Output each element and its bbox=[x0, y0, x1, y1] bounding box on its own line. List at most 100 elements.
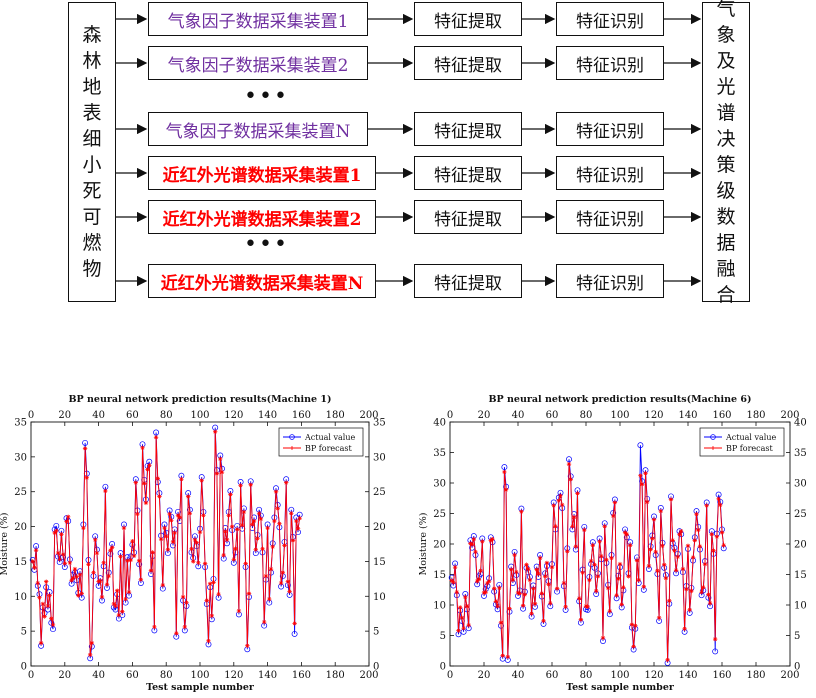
data-point bbox=[42, 614, 47, 619]
data-point bbox=[689, 588, 694, 594]
chart-machine-6: BP neural network prediction results(Mac… bbox=[418, 394, 807, 693]
data-point bbox=[86, 562, 91, 567]
right-fusion-label: 气象及光谱决策级数据融合 bbox=[716, 0, 736, 306]
data-point bbox=[248, 482, 253, 487]
data-point bbox=[690, 555, 696, 560]
data-point bbox=[241, 509, 247, 515]
data-point bbox=[546, 582, 551, 587]
x-tick-label: 160 bbox=[292, 670, 311, 681]
data-point bbox=[209, 613, 215, 619]
x-tick-label: 40 bbox=[92, 670, 105, 681]
data-point bbox=[558, 493, 563, 499]
data-point bbox=[481, 590, 487, 595]
data-point bbox=[45, 603, 51, 609]
data-point bbox=[221, 552, 226, 558]
data-point bbox=[246, 591, 252, 596]
data-point bbox=[185, 494, 191, 499]
data-point bbox=[628, 543, 633, 548]
y-tick-label: 25 bbox=[433, 509, 446, 520]
data-point bbox=[69, 578, 74, 583]
data-point bbox=[522, 592, 527, 597]
data-point bbox=[551, 503, 556, 508]
data-point bbox=[101, 560, 106, 566]
data-point bbox=[229, 524, 235, 529]
data-point bbox=[645, 499, 650, 505]
data-point bbox=[153, 435, 159, 440]
data-point bbox=[145, 467, 150, 472]
data-point bbox=[585, 604, 590, 610]
data-point bbox=[571, 514, 577, 520]
data-point bbox=[541, 618, 546, 624]
data-point bbox=[262, 619, 267, 625]
x-tick-label: 200 bbox=[780, 670, 799, 681]
y-tick-label-right: 10 bbox=[373, 592, 386, 603]
data-point bbox=[290, 538, 296, 543]
data-point bbox=[682, 626, 687, 631]
data-point bbox=[680, 566, 686, 572]
feature-extract-4: 特征提取 bbox=[414, 156, 522, 190]
data-point bbox=[609, 555, 614, 561]
data-point bbox=[580, 570, 585, 575]
data-point bbox=[65, 514, 71, 520]
data-point bbox=[510, 577, 516, 583]
right-fusion-box: 气象及光谱决策级数据融合 bbox=[702, 0, 750, 306]
data-point bbox=[544, 560, 550, 566]
data-point bbox=[231, 557, 236, 562]
flow-arrows bbox=[116, 13, 702, 287]
data-point bbox=[49, 616, 54, 621]
x-tick-label: 140 bbox=[678, 670, 697, 681]
legend-marker bbox=[711, 446, 715, 450]
y-tick-label-right: 5 bbox=[373, 627, 379, 638]
data-point bbox=[207, 581, 213, 586]
data-point bbox=[592, 562, 597, 567]
data-point bbox=[548, 600, 553, 606]
data-point bbox=[270, 544, 275, 549]
data-point bbox=[30, 559, 35, 564]
data-point bbox=[201, 513, 206, 518]
data-point bbox=[543, 574, 548, 579]
data-point bbox=[175, 513, 181, 518]
data-point bbox=[250, 522, 255, 527]
x-tick-label: 60 bbox=[126, 670, 139, 681]
data-point bbox=[461, 625, 466, 631]
data-point bbox=[563, 604, 568, 610]
y-tick-label: 0 bbox=[21, 662, 27, 673]
y-tick-label-right: 15 bbox=[373, 557, 386, 568]
data-point bbox=[492, 586, 497, 591]
data-point bbox=[150, 550, 155, 555]
data-point bbox=[452, 564, 458, 570]
x-tick-label-top: 120 bbox=[224, 410, 243, 421]
data-point bbox=[81, 525, 86, 531]
data-point bbox=[184, 600, 189, 605]
data-point bbox=[114, 588, 120, 593]
x-tick-label-top: 20 bbox=[478, 410, 491, 421]
data-point bbox=[233, 546, 238, 552]
ellipsis-nir: ••• bbox=[244, 232, 289, 257]
data-point bbox=[583, 604, 589, 609]
data-point bbox=[556, 498, 561, 503]
data-point bbox=[37, 595, 42, 600]
data-point bbox=[633, 623, 638, 628]
y-tick-label-right: 5 bbox=[794, 631, 800, 642]
data-point bbox=[560, 502, 565, 508]
data-point bbox=[60, 552, 66, 557]
x-tick-label-top: 100 bbox=[610, 410, 629, 421]
legend: Actual value BP forecast bbox=[699, 427, 785, 457]
data-point bbox=[458, 605, 463, 610]
feature-extract-1: 特征提取 bbox=[414, 2, 522, 36]
data-point bbox=[123, 596, 128, 602]
data-point bbox=[89, 640, 95, 646]
data-point bbox=[71, 575, 76, 581]
data-point bbox=[534, 567, 539, 572]
data-point bbox=[165, 547, 171, 552]
data-point bbox=[263, 573, 269, 579]
data-point bbox=[273, 489, 279, 494]
y-tick-label-right: 40 bbox=[794, 418, 807, 429]
x-tick-label: 120 bbox=[644, 670, 663, 681]
data-point bbox=[575, 491, 580, 496]
data-point bbox=[135, 511, 140, 517]
x-tick-label: 140 bbox=[258, 670, 277, 681]
x-tick-label: 100 bbox=[610, 670, 629, 681]
data-point bbox=[670, 538, 675, 543]
data-point bbox=[529, 611, 534, 616]
